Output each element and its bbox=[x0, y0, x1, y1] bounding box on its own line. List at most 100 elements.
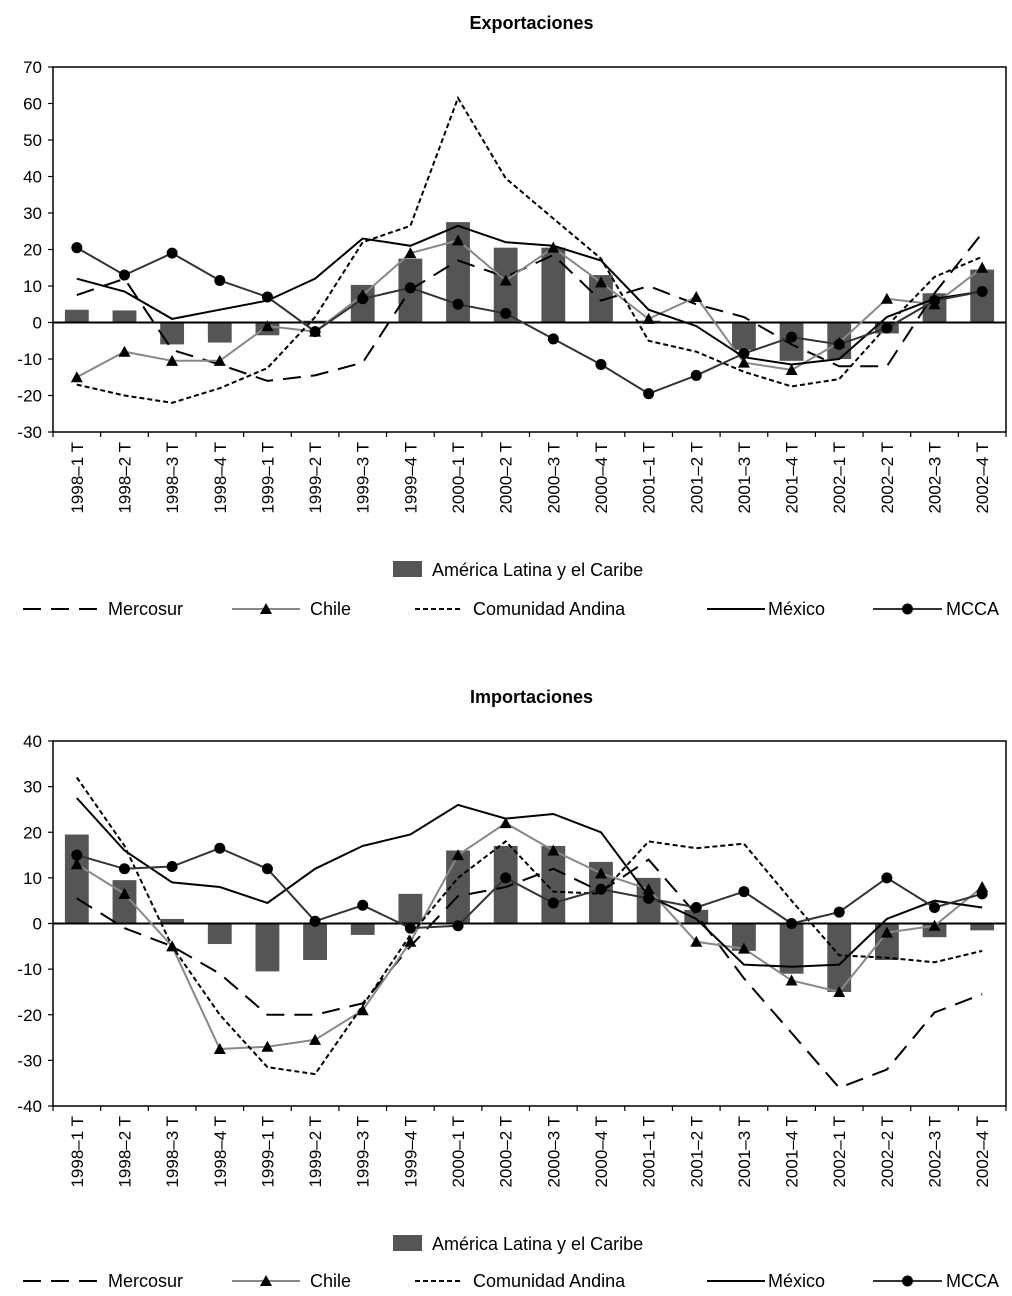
x-tick-label: 2000–2 T bbox=[497, 442, 516, 514]
marker-chile bbox=[928, 919, 941, 931]
y-tick-label: 30 bbox=[23, 778, 42, 797]
y-tick-label: 30 bbox=[23, 204, 42, 223]
bar bbox=[64, 834, 89, 924]
marker-mcca bbox=[309, 915, 321, 927]
marker-chile bbox=[261, 320, 274, 332]
marker-chile bbox=[785, 363, 798, 375]
marker-mcca bbox=[595, 883, 607, 895]
x-tick-label: 2001–3 T bbox=[735, 442, 754, 514]
bar bbox=[684, 909, 709, 924]
x-tick-label: 1999–1 T bbox=[258, 1116, 277, 1188]
marker-mcca bbox=[166, 860, 178, 872]
legend-marker-chile bbox=[260, 1275, 272, 1286]
series-line-chile bbox=[76, 239, 983, 379]
legend-label: Mercosur bbox=[108, 1271, 183, 1291]
marker-chile bbox=[737, 942, 750, 954]
y-tick-label: 20 bbox=[23, 823, 42, 842]
marker-mcca bbox=[881, 872, 893, 884]
marker-chile bbox=[880, 292, 893, 304]
x-tick-label: 1998–3 T bbox=[163, 1116, 182, 1188]
marker-mcca bbox=[833, 906, 845, 918]
marker-mcca bbox=[976, 888, 988, 900]
marker-mcca bbox=[786, 331, 798, 343]
marker-mcca bbox=[643, 892, 655, 904]
marker-mcca bbox=[738, 348, 750, 360]
marker-mcca bbox=[404, 282, 416, 294]
chart-title: Exportaciones bbox=[469, 13, 593, 33]
legend-label: Comunidad Andina bbox=[473, 599, 626, 619]
marker-chile bbox=[976, 261, 989, 273]
marker-chile bbox=[547, 241, 560, 253]
legend-label: Comunidad Andina bbox=[473, 1271, 626, 1291]
marker-mcca bbox=[833, 338, 845, 350]
x-tick-label: 2000–1 T bbox=[449, 442, 468, 514]
marker-chile bbox=[309, 1033, 322, 1045]
marker-chile bbox=[404, 247, 417, 259]
bar bbox=[446, 222, 470, 323]
y-tick-label: -30 bbox=[17, 423, 42, 442]
series-line-chile bbox=[76, 821, 983, 1051]
marker-chile bbox=[356, 1004, 369, 1016]
marker-chile bbox=[690, 290, 703, 302]
bar bbox=[303, 923, 327, 960]
bar bbox=[64, 309, 89, 323]
marker-mcca bbox=[357, 899, 369, 911]
marker-chile bbox=[213, 1042, 226, 1054]
marker-chile bbox=[166, 354, 179, 366]
marker-mcca bbox=[690, 369, 702, 381]
bar bbox=[732, 322, 756, 350]
marker-mcca bbox=[261, 863, 273, 875]
marker-chile bbox=[880, 926, 893, 938]
x-tick-label: 1999–3 T bbox=[354, 1116, 373, 1188]
legend-label: México bbox=[768, 599, 825, 619]
chart-0: Exportaciones -30 -20 -10 0 10 20 30 40 50 60 70 199… bbox=[17, 13, 1007, 619]
marker-mcca bbox=[404, 922, 416, 934]
marker-chile bbox=[499, 274, 512, 286]
bar bbox=[827, 923, 852, 992]
x-tick-label: 2000–4 T bbox=[592, 442, 611, 514]
marker-chile bbox=[452, 849, 465, 861]
marker-mcca bbox=[261, 291, 273, 303]
bar bbox=[207, 923, 232, 945]
legend-label: Chile bbox=[310, 599, 351, 619]
marker-chile bbox=[404, 935, 417, 947]
x-tick-label: 2002–4 T bbox=[973, 1116, 992, 1188]
chart-title: Importaciones bbox=[470, 687, 593, 707]
marker-chile bbox=[70, 371, 83, 383]
legend-label: MCCA bbox=[946, 1271, 999, 1291]
x-tick-label: 2001–4 T bbox=[783, 1116, 802, 1188]
marker-mcca bbox=[357, 293, 369, 305]
x-tick-label: 1999–2 T bbox=[306, 1116, 325, 1188]
y-tick-label: 60 bbox=[23, 95, 42, 114]
x-tick-label: 2002–2 T bbox=[878, 442, 897, 514]
bar bbox=[160, 918, 185, 924]
bar bbox=[493, 845, 518, 924]
marker-mcca bbox=[214, 842, 226, 854]
bar bbox=[779, 923, 804, 974]
marker-mcca bbox=[500, 307, 512, 319]
x-tick-label: 1999–4 T bbox=[401, 1116, 420, 1188]
bar bbox=[255, 923, 280, 972]
marker-mcca bbox=[452, 920, 464, 932]
y-tick-label: 0 bbox=[33, 915, 42, 934]
marker-chile bbox=[642, 312, 655, 324]
y-tick-label: -10 bbox=[17, 960, 42, 979]
x-tick-label: 1998–2 T bbox=[115, 1116, 134, 1188]
x-tick-label: 1998–3 T bbox=[163, 442, 182, 514]
x-tick-label: 1999–2 T bbox=[306, 442, 325, 514]
marker-chile bbox=[261, 1040, 274, 1052]
series-line-m-xico bbox=[76, 797, 983, 968]
legend-marker-mcca bbox=[902, 603, 913, 615]
marker-chile bbox=[547, 844, 560, 856]
marker-chile bbox=[499, 817, 512, 829]
bar bbox=[160, 322, 185, 345]
legend-marker-chile bbox=[260, 603, 272, 614]
y-tick-label: 70 bbox=[23, 58, 42, 77]
x-tick-label: 1999–3 T bbox=[354, 442, 373, 514]
y-tick-label: 10 bbox=[23, 869, 42, 888]
x-tick-label: 2001–2 T bbox=[687, 442, 706, 514]
y-tick-label: 40 bbox=[23, 168, 42, 187]
x-tick-label: 1998–2 T bbox=[115, 442, 134, 514]
marker-mcca bbox=[738, 886, 750, 898]
